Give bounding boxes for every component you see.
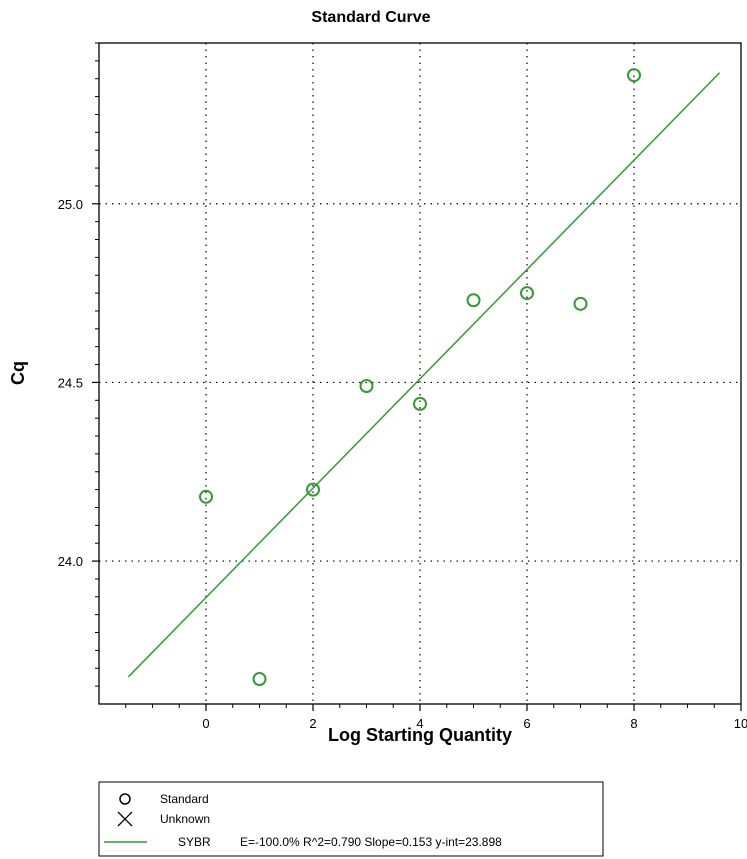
x-tick-label: 6 <box>523 716 530 731</box>
data-point <box>627 68 641 83</box>
legend: Standard Unknown SYBR E=-100.0% R^2=0.79… <box>98 781 604 857</box>
y-tick-label: 24.0 <box>58 554 83 569</box>
data-point <box>466 293 481 308</box>
data-point <box>413 396 427 411</box>
legend-label-unknown: Unknown <box>160 812 210 826</box>
plot-frame <box>98 42 742 705</box>
legend-fit-stats: E=-100.0% R^2=0.790 Slope=0.153 y-int=23… <box>240 835 502 849</box>
tick-labels: 0 2 4 6 8 10 24.0 24.5 25.0 <box>58 197 747 731</box>
data-point <box>359 379 374 394</box>
x-axis-label: Log Starting Quantity <box>328 725 512 745</box>
data-point <box>306 482 320 497</box>
fit-line <box>127 72 721 678</box>
x-tick-label: 8 <box>630 716 637 731</box>
y-tick-label: 24.5 <box>58 375 83 390</box>
grid <box>99 43 741 704</box>
data-point <box>573 296 588 311</box>
data-point <box>252 671 267 686</box>
legend-label-sybr: SYBR <box>178 835 211 849</box>
data-point <box>199 489 213 504</box>
x-tick-label: 4 <box>416 716 423 731</box>
legend-x-marker <box>117 811 133 827</box>
x-tick-label: 2 <box>309 716 316 731</box>
legend-circle-marker <box>119 793 131 805</box>
x-tick-label: 10 <box>734 716 747 731</box>
legend-label-standard: Standard <box>160 792 209 806</box>
legend-box <box>98 781 604 857</box>
chart-title: Standard Curve <box>311 9 430 26</box>
axis-ticks <box>92 42 742 711</box>
data-points <box>199 68 641 686</box>
y-axis-label: Cq <box>8 361 28 385</box>
data-point <box>520 286 534 301</box>
y-tick-label: 25.0 <box>58 197 83 212</box>
x-tick-label: 0 <box>202 716 209 731</box>
